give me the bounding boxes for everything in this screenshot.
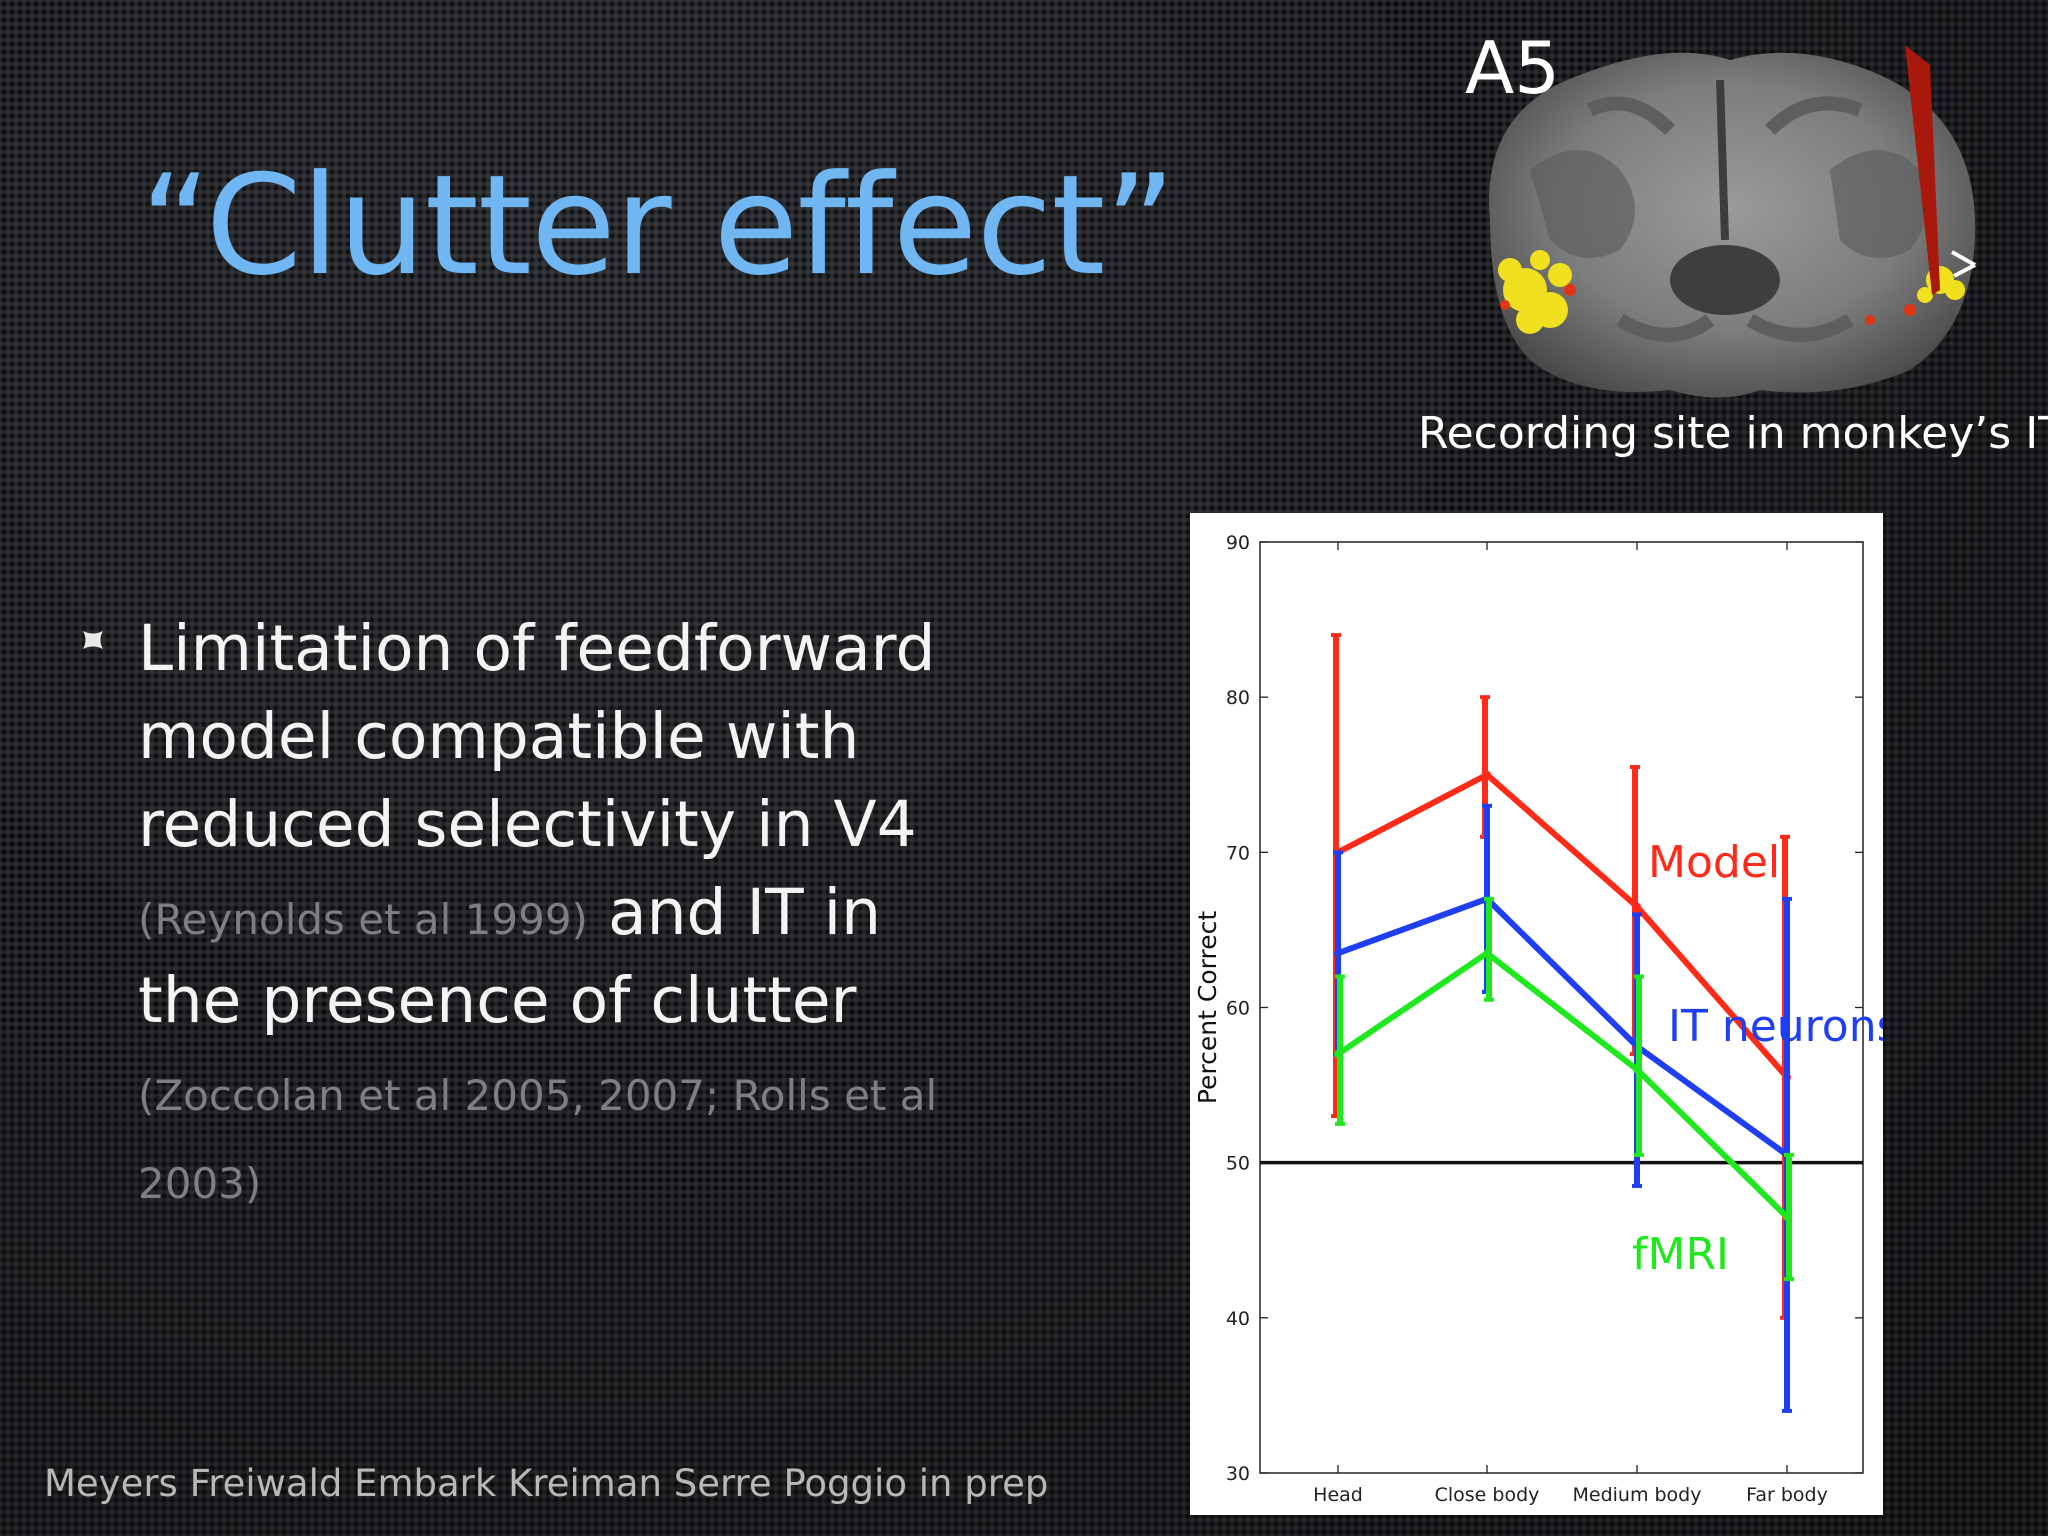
brain-caption: Recording site in monkey’s IT: [1418, 408, 2048, 459]
bullet-item: Limitation of feedforward model compatib…: [80, 605, 940, 1221]
brain-scan-graphic: [1489, 45, 1976, 398]
x-tick-label: Medium body: [1572, 1484, 1701, 1506]
y-tick-label: 30: [1226, 1463, 1250, 1485]
citation-zoccolan: (Zoccolan et al 2005, 2007; Rolls et al …: [138, 1071, 938, 1208]
y-tick-label: 40: [1226, 1308, 1250, 1330]
data-point: [1334, 949, 1342, 958]
series-line: [1336, 895, 1789, 1158]
y-tick-label: 50: [1226, 1153, 1250, 1175]
slide-footer-authors: Meyers Freiwald Embark Kreiman Serre Pog…: [44, 1462, 1049, 1505]
bullet-text: Limitation of feedforward model compatib…: [138, 605, 940, 1221]
series-label: Model: [1648, 837, 1780, 888]
series-line: [1336, 771, 1790, 1080]
brain-mri-image: [1470, 20, 1990, 410]
bullet-line-2: and IT in the presence of clutter: [138, 876, 882, 1037]
x-tick-label: Head: [1313, 1484, 1363, 1506]
y-tick-label: 80: [1226, 687, 1250, 709]
series-label: fMRI: [1632, 1229, 1729, 1280]
line-chart: 30 40 50 60 70 80 90 Head Close body Medium body F…: [1193, 532, 1883, 1506]
data-point: [1483, 949, 1491, 958]
x-tick-label: Close body: [1435, 1484, 1540, 1506]
series-line: [1336, 949, 1790, 1220]
y-tick-label: 60: [1226, 998, 1250, 1020]
slide-title: “Clutter effect”: [140, 145, 1176, 306]
data-point: [1633, 902, 1641, 911]
y-axis-title: Percent Correct: [1193, 911, 1222, 1104]
series-label: IT neurons: [1668, 1001, 1883, 1052]
data-point: [1483, 770, 1491, 779]
data-point: [1783, 1212, 1791, 1221]
data-point: [1633, 1065, 1641, 1074]
brain-slice-label: A5: [1465, 26, 1561, 110]
citation-reynolds: (Reynolds et al 1999): [138, 895, 588, 944]
bullet-icon: [83, 631, 103, 649]
x-tick-label: Far body: [1746, 1484, 1828, 1506]
chart-panel: 30 40 50 60 70 80 90 Head Close body Medium body F…: [1190, 513, 1883, 1515]
y-tick-label: 70: [1226, 842, 1250, 864]
bullet-line-1: Limitation of feedforward model compatib…: [138, 612, 936, 861]
y-tick-label: 90: [1226, 532, 1250, 554]
data-point: [1334, 1050, 1342, 1059]
